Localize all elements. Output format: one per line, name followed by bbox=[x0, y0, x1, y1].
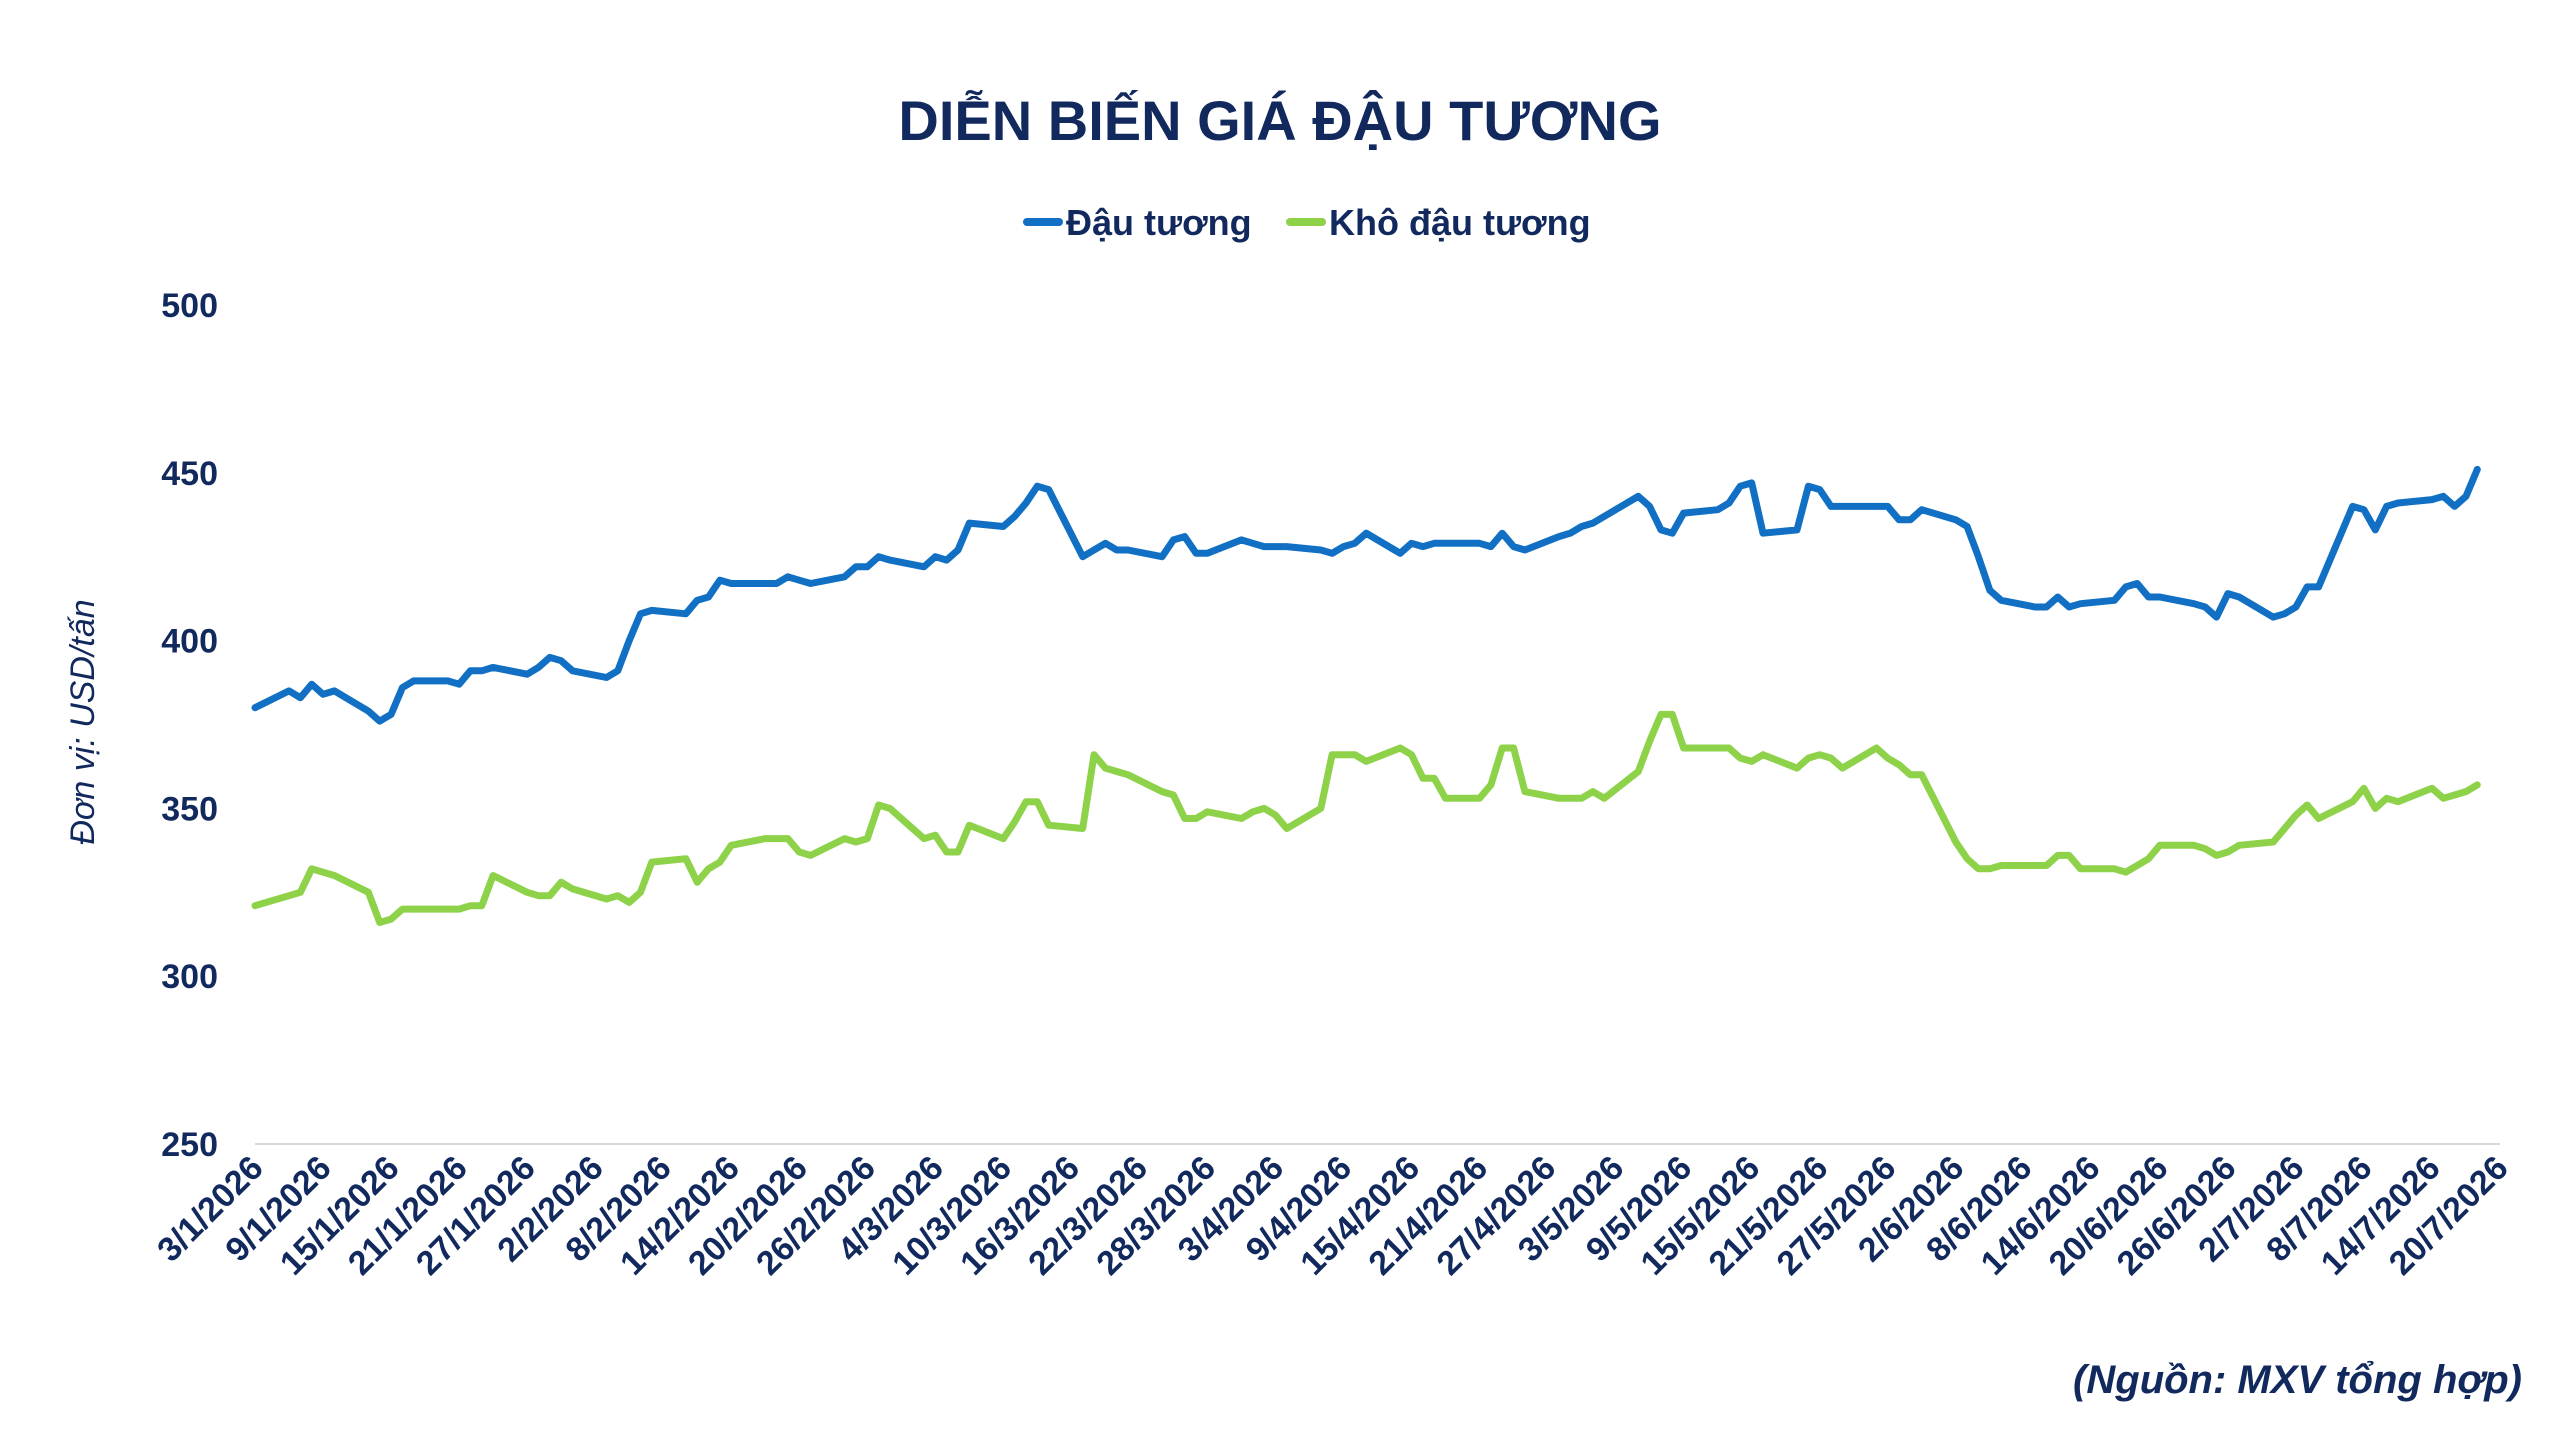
chart-title: DIỄN BIẾN GIÁ ĐẬU TƯƠNG bbox=[898, 89, 1661, 152]
source-note: (Nguồn: MXV tổng hợp) bbox=[2073, 1358, 2522, 1402]
legend-label-soybean-meal: Khô đậu tương bbox=[1329, 202, 1591, 243]
legend-label-soybean: Đậu tương bbox=[1066, 202, 1252, 243]
series-line-soybean bbox=[251, 465, 2481, 725]
y-axis: 250 300 350 400 450 500 bbox=[161, 287, 218, 1164]
y-axis-label: Đơn vị: USD/tấn bbox=[64, 599, 102, 844]
legend: Đậu tương Khô đậu tương bbox=[1023, 202, 1591, 243]
series-line-soybean-meal bbox=[251, 710, 2481, 926]
y-tick-label: 450 bbox=[161, 455, 218, 493]
y-tick-label: 350 bbox=[161, 790, 218, 828]
y-tick-label: 500 bbox=[161, 287, 218, 325]
series-lines bbox=[251, 465, 2481, 926]
y-tick-label: 250 bbox=[161, 1126, 218, 1164]
y-tick-label: 300 bbox=[161, 958, 218, 996]
y-tick-label: 400 bbox=[161, 623, 218, 661]
